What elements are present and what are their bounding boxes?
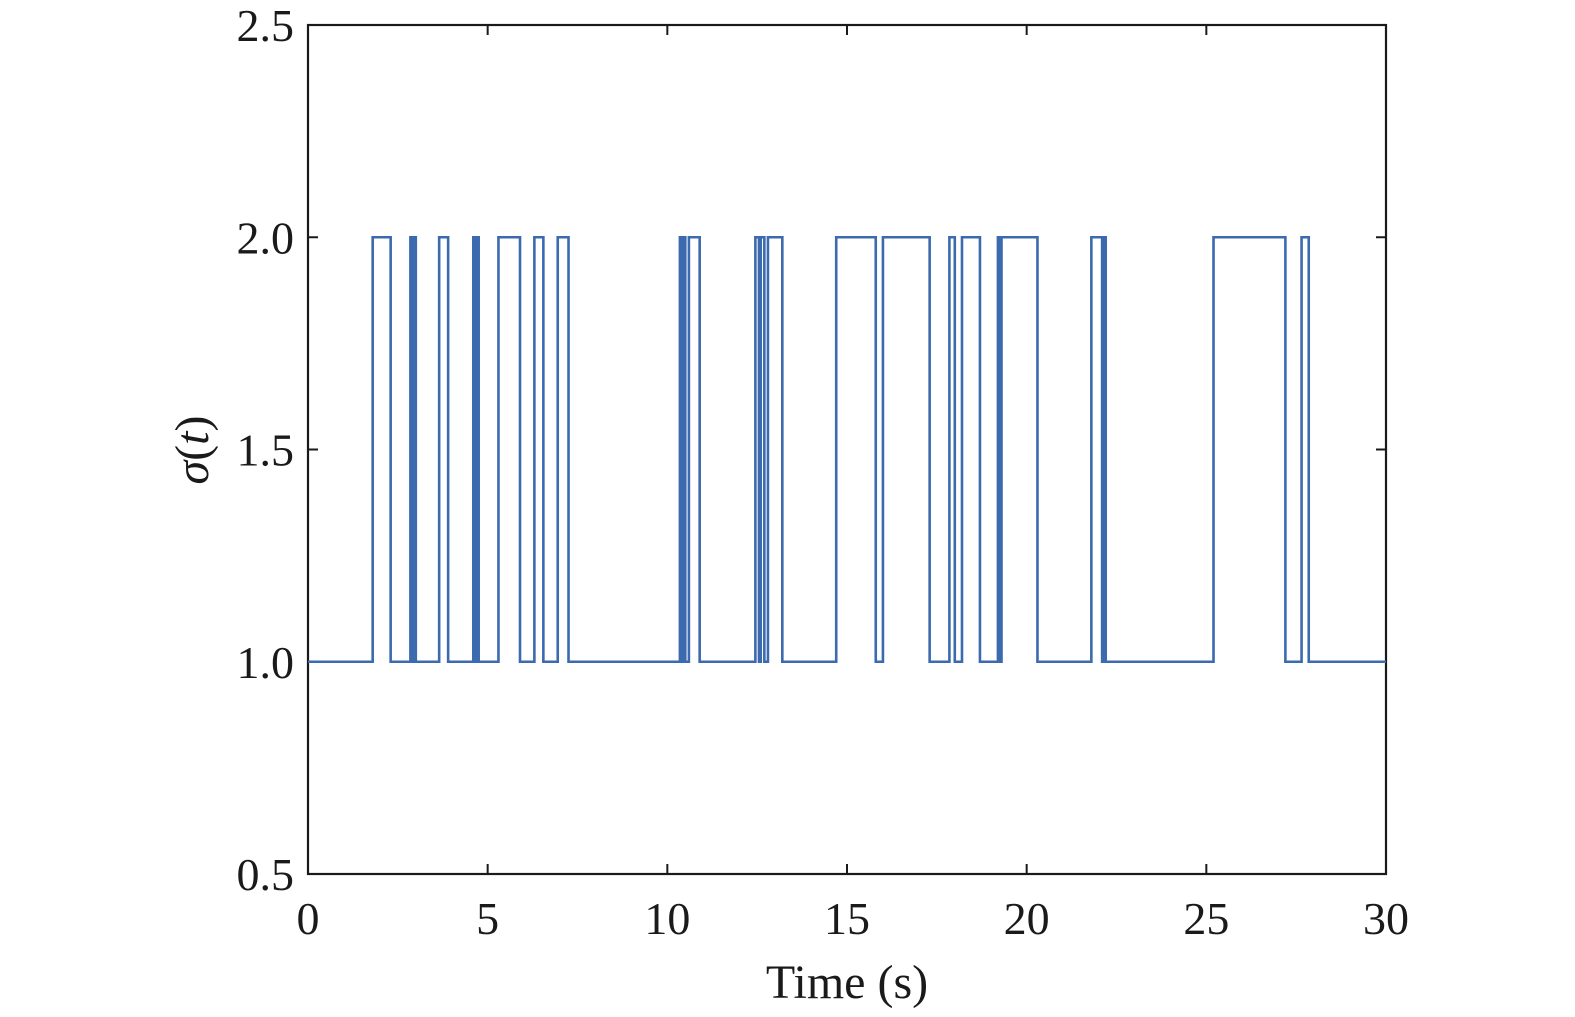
y-tick-label: 2.5 [237, 0, 295, 51]
x-tick-label: 30 [1363, 893, 1409, 944]
x-tick-label: 0 [297, 893, 320, 944]
y-axis-label-paren-close: ) [166, 416, 219, 432]
series-line [308, 235, 1386, 664]
y-tick-label: 2.0 [237, 212, 295, 263]
y-axis-label-var: t [166, 430, 219, 445]
plot-frame [306, 23, 1388, 876]
tick-marks [307, 24, 1387, 875]
series-layer [308, 235, 1386, 664]
x-tick-label: 15 [824, 893, 870, 944]
y-tick-label: 0.5 [237, 849, 295, 900]
y-axis-label-paren-open: ( [166, 445, 219, 461]
y-axis-label-symbol: σ [166, 458, 219, 484]
y-tick-labels: 0.5 1.0 1.5 2.0 2.5 [237, 0, 295, 900]
x-tick-label: 10 [644, 893, 690, 944]
x-tick-label: 20 [1004, 893, 1050, 944]
y-tick-label: 1.5 [237, 425, 295, 476]
x-axis-label: Time (s) [766, 956, 928, 1009]
x-tick-label: 25 [1183, 893, 1229, 944]
x-tick-labels: 0 5 10 15 20 25 30 [297, 893, 1410, 944]
x-tick-label: 5 [476, 893, 499, 944]
y-axis-label: σ(t) [166, 416, 219, 485]
y-tick-label: 1.0 [237, 637, 295, 688]
